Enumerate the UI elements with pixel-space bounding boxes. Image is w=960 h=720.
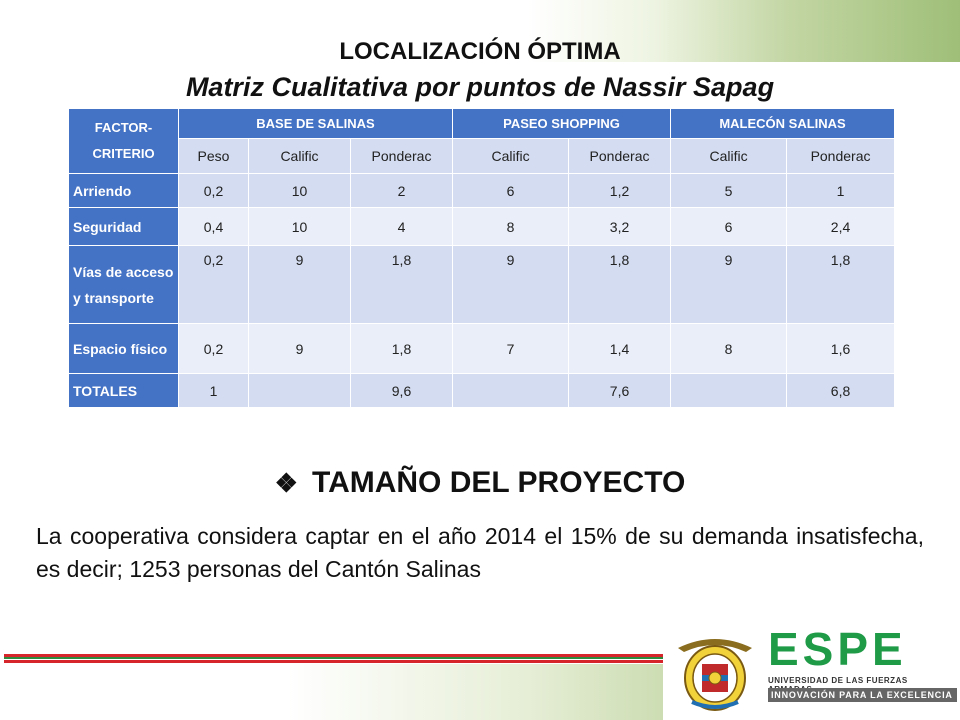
table-cell: 8 [670,323,788,374]
row-factor-label: Seguridad [68,207,179,246]
table-cell: 1 [786,173,896,208]
table-cell: 9,6 [349,373,454,408]
section-heading: ❖ TAMAÑO DEL PROYECTO [0,466,960,500]
footer-stripe [4,657,664,659]
table-row: Vías de acceso y transporte 0,2 9 1,8 9 … [68,245,896,324]
section-heading-text: TAMAÑO DEL PROYECTO [311,466,686,499]
table-cell: 4 [349,207,454,246]
table-cell: 9 [248,323,351,374]
table-cell: 2,4 [786,207,896,246]
table-cell: 9 [670,245,788,324]
university-seal-icon [678,639,752,711]
subheader-calific: Calific [248,138,351,174]
subheader-ponderac: Ponderac [349,138,454,174]
table-row: Arriendo 0,2 10 2 6 1,2 5 1 [68,173,896,208]
group-header-base-salinas: BASE DE SALINAS [177,108,454,139]
top-gradient-decoration [0,0,960,70]
subheader-ponderac: Ponderac [786,138,896,174]
table-cell [452,373,570,408]
row-factor-label: TOTALES [68,373,179,408]
table-cell: 6,8 [786,373,896,408]
table-row: Seguridad 0,4 10 4 8 3,2 6 2,4 [68,207,896,246]
table-cell: 8 [452,207,570,246]
university-tagline: INNOVACIÓN PARA LA EXCELENCIA [768,688,957,702]
qualitative-matrix-table: FACTOR-CRITERIO BASE DE SALINAS PASEO SH… [68,108,896,408]
table-cell: 6 [670,207,788,246]
table-cell: 5 [670,173,788,208]
subheader-calific: Calific [452,138,570,174]
table-cell: 0,4 [178,207,249,246]
table-cell: 1,8 [786,245,896,324]
row-factor-label: Vías de acceso y transporte [68,245,179,324]
table-cell: 10 [248,207,351,246]
table-cell: 6 [452,173,570,208]
subheader-calific: Calific [670,138,788,174]
group-header-malecon-salinas: MALECÓN SALINAS [670,108,896,139]
table-cell: 0,2 [178,245,249,324]
espe-logo-text: ESPE [768,623,907,675]
table-cell: 7,6 [568,373,672,408]
subheader-ponderac: Ponderac [568,138,672,174]
table-cell: 1,4 [568,323,672,374]
header-divider [0,62,960,72]
page-title: LOCALIZACIÓN ÓPTIMA [339,38,621,65]
footer-stripe [4,654,664,657]
table-row: TOTALES 1 9,6 7,6 6,8 [68,373,896,408]
factor-criterio-header: FACTOR-CRITERIO [68,108,179,174]
table-row: Espacio físico 0,2 9 1,8 7 1,4 8 1,6 [68,323,896,374]
table-cell: 1,8 [349,245,454,324]
table-cell: 3,2 [568,207,672,246]
table-cell: 7 [452,323,570,374]
table-cell: 1,8 [349,323,454,374]
table-cell: 1,2 [568,173,672,208]
table-cell [670,373,788,408]
page-subtitle: Matriz Cualitativa por puntos de Nassir … [185,72,775,102]
row-factor-label: Espacio físico [68,323,179,374]
table-cell: 10 [248,173,351,208]
table-cell: 2 [349,173,454,208]
footer-stripe [4,660,664,663]
subheader-peso: Peso [178,138,249,174]
table-cell: 0,2 [178,323,249,374]
table-cell: 1,6 [786,323,896,374]
table-cell: 1 [178,373,249,408]
group-header-paseo-shopping: PASEO SHOPPING [452,108,672,139]
table-cell: 9 [452,245,570,324]
table-cell: 9 [248,245,351,324]
table-cell: 1,8 [568,245,672,324]
row-factor-label: Arriendo [68,173,179,208]
diamond-bullet-icon: ❖ [274,468,298,498]
table-cell: 0,2 [178,173,249,208]
table-cell [248,373,351,408]
project-size-paragraph: La cooperativa considera captar en el añ… [36,523,924,582]
